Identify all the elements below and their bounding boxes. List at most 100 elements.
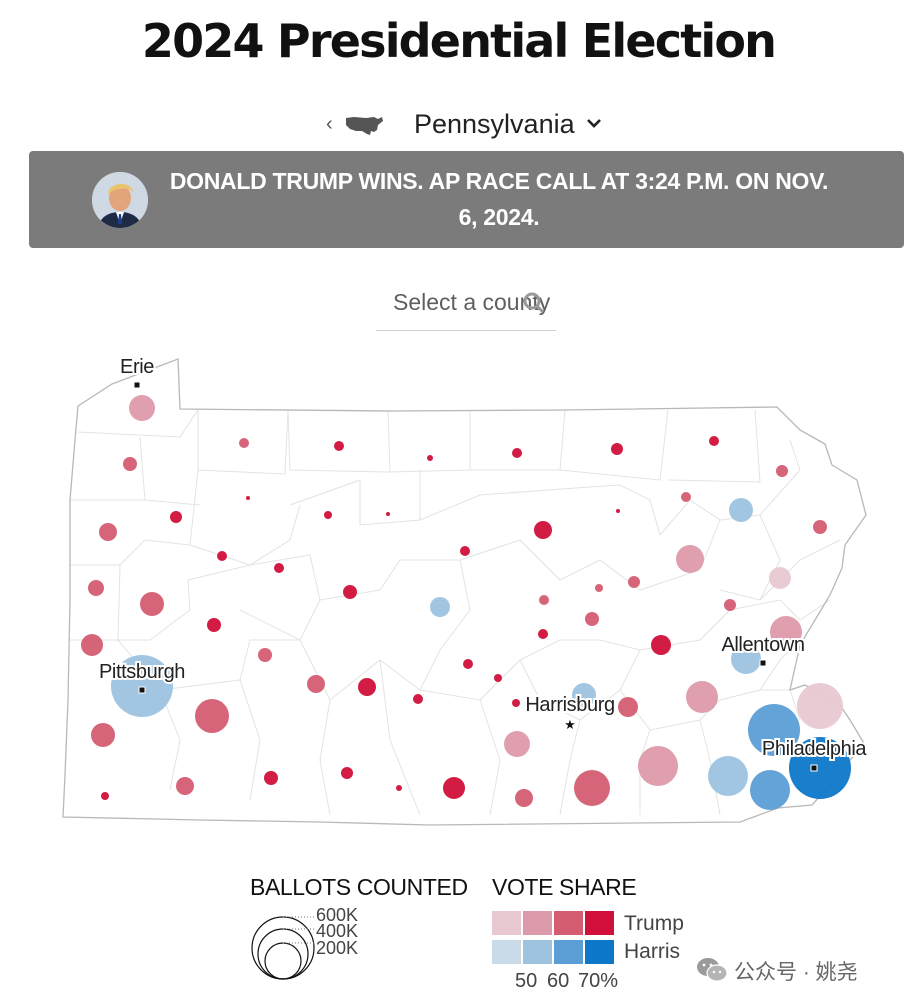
county-bubble[interactable] (460, 546, 470, 556)
county-bubble[interactable] (396, 785, 402, 791)
county-bubble[interactable] (611, 443, 623, 455)
county-bubble[interactable] (88, 580, 104, 596)
city-label: Pittsburgh (99, 661, 185, 683)
ballots-legend-title: BALLOTS COUNTED (250, 874, 468, 900)
county-bubble[interactable] (770, 616, 802, 648)
county-search-input[interactable] (376, 286, 553, 318)
county-bubble[interactable] (628, 576, 640, 588)
county-bubble[interactable] (274, 563, 284, 573)
harris-swatch-3 (554, 940, 583, 964)
county-bubble[interactable] (430, 597, 450, 617)
candidate-avatar (92, 172, 148, 228)
county-bubble[interactable] (708, 756, 748, 796)
county-bubble[interactable] (463, 659, 473, 669)
county-bubble[interactable] (358, 678, 376, 696)
city-marker (133, 381, 141, 389)
county-bubble[interactable] (99, 523, 117, 541)
size-label-200k: 200K (316, 938, 359, 958)
county-bubble[interactable] (207, 618, 221, 632)
county-search[interactable] (376, 282, 556, 331)
capital-star-icon: ★ (564, 717, 576, 732)
county-bubble[interactable] (512, 448, 522, 458)
county-bubble[interactable] (651, 635, 671, 655)
legend-trump-label: Trump (624, 912, 684, 935)
county-bubble[interactable] (494, 674, 502, 682)
county-bubble[interactable] (574, 770, 610, 806)
county-bubble[interactable] (246, 496, 250, 500)
county-bubble[interactable] (538, 629, 548, 639)
county-bubble[interactable] (111, 655, 173, 717)
county-bubble[interactable] (515, 789, 533, 807)
county-bubble[interactable] (217, 551, 227, 561)
city-marker (759, 659, 767, 667)
county-bubble[interactable] (813, 520, 827, 534)
ballots-size-legend (251, 916, 315, 980)
city-label: Erie (120, 356, 154, 378)
county-bubble[interactable] (539, 595, 549, 605)
city-marker (138, 686, 146, 694)
state-outline (62, 358, 867, 826)
county-bubble[interactable] (341, 767, 353, 779)
county-bubble[interactable] (504, 731, 530, 757)
chevron-left-icon[interactable]: ‹ (326, 113, 333, 135)
county-bubble[interactable] (307, 675, 325, 693)
county-map (62, 358, 867, 826)
county-bubble[interactable] (264, 771, 278, 785)
state-name[interactable]: Pennsylvania (414, 109, 575, 139)
county-bubble[interactable] (343, 585, 357, 599)
county-bubble[interactable] (676, 545, 704, 573)
chevron-down-icon[interactable] (586, 117, 602, 129)
county-bubble[interactable] (258, 648, 272, 662)
county-bubble[interactable] (595, 584, 603, 592)
county-bubble[interactable] (748, 704, 800, 756)
county-bubble[interactable] (686, 681, 718, 713)
county-bubble[interactable] (81, 634, 103, 656)
county-bubble[interactable] (334, 441, 344, 451)
state-selector[interactable]: ‹ Pennsylvania (320, 104, 620, 146)
county-bubble[interactable] (769, 567, 791, 589)
trump-swatch-2 (523, 911, 552, 935)
harris-swatch-4 (585, 940, 614, 964)
county-bubble[interactable] (101, 792, 109, 800)
size-label-600k: 600K (316, 905, 359, 925)
county-bubble[interactable] (572, 683, 596, 707)
county-bubble[interactable] (616, 509, 620, 513)
race-call-banner: DONALD TRUMP WINS. AP RACE CALL AT 3:24 … (29, 151, 904, 248)
county-bubble[interactable] (731, 644, 761, 674)
county-bubble[interactable] (776, 465, 788, 477)
harris-swatch-1 (492, 940, 521, 964)
county-bubble[interactable] (797, 683, 843, 729)
county-borders (70, 409, 841, 816)
county-bubble[interactable] (427, 455, 433, 461)
county-bubble[interactable] (681, 492, 691, 502)
legend-tick-50: 50 (515, 970, 538, 992)
county-bubble[interactable] (789, 737, 851, 799)
county-bubble[interactable] (91, 723, 115, 747)
county-bubble[interactable] (443, 777, 465, 799)
county-bubble[interactable] (324, 511, 332, 519)
county-bubble[interactable] (585, 612, 599, 626)
page-title: 2024 Presidential Election (141, 14, 777, 68)
county-bubble[interactable] (195, 699, 229, 733)
county-bubble[interactable] (129, 395, 155, 421)
county-bubble[interactable] (170, 511, 182, 523)
legend-harris-label: Harris (624, 940, 680, 963)
search-icon[interactable] (523, 292, 545, 314)
county-bubble[interactable] (534, 521, 552, 539)
city-label: Harrisburg (525, 694, 614, 716)
county-bubble[interactable] (724, 599, 736, 611)
county-bubble[interactable] (512, 699, 520, 707)
county-bubble[interactable] (140, 592, 164, 616)
county-bubble[interactable] (239, 438, 249, 448)
county-bubble[interactable] (386, 512, 390, 516)
city-marker (810, 764, 818, 772)
county-bubble[interactable] (413, 694, 423, 704)
county-bubble[interactable] (618, 697, 638, 717)
county-bubble[interactable] (729, 498, 753, 522)
county-bubble[interactable] (123, 457, 137, 471)
county-bubble[interactable] (638, 746, 678, 786)
county-bubble[interactable] (709, 436, 719, 446)
county-bubble[interactable] (176, 777, 194, 795)
county-bubble[interactable] (750, 770, 790, 810)
